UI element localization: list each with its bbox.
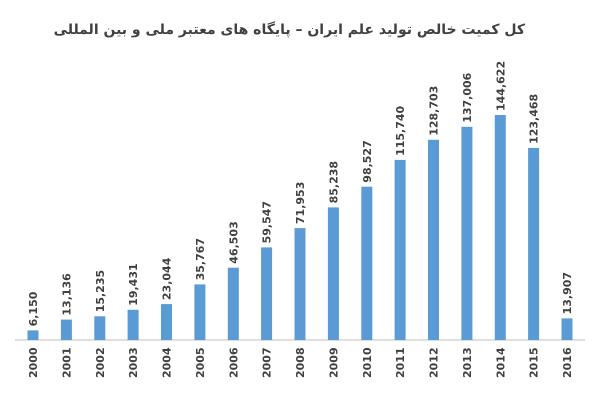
bar-2001 (60, 319, 72, 340)
bar-2014 (494, 115, 506, 340)
data-label-2001: 13,136 (60, 273, 73, 316)
bar-2009 (327, 207, 339, 340)
data-label-2004: 23,044 (161, 257, 174, 300)
x-tick-label-2011: 2011 (394, 347, 407, 378)
data-label-2006: 46,503 (227, 221, 240, 263)
bar-2004 (161, 304, 172, 340)
bar-2016 (561, 318, 573, 340)
bar-2005 (194, 284, 206, 340)
x-tick-label-2003: 2003 (127, 347, 140, 378)
bar-2013 (461, 126, 473, 340)
x-tick-label-2007: 2007 (261, 347, 274, 378)
bar-2008 (294, 228, 306, 340)
bar-2006 (227, 267, 239, 340)
chart-title: کل کمیت خالص تولید علم ایران – پایگاه ها… (53, 22, 525, 38)
bar-2000 (27, 330, 39, 340)
bar-2002 (94, 316, 106, 340)
data-label-2010: 98,527 (361, 140, 374, 182)
data-label-2012: 128,703 (428, 86, 441, 136)
bar-2007 (261, 247, 273, 340)
data-label-2015: 123,468 (528, 94, 541, 144)
data-label-2003: 19,431 (127, 263, 140, 305)
x-tick-label-2014: 2014 (494, 347, 507, 378)
data-label-2005: 35,767 (194, 238, 207, 280)
data-label-2007: 59,547 (261, 201, 274, 243)
x-tick-label-2001: 2001 (60, 347, 73, 378)
bar-2015 (528, 147, 540, 340)
x-tick-label-2000: 2000 (27, 347, 40, 378)
data-label-2014: 144,622 (494, 61, 507, 111)
data-label-2002: 15,235 (94, 270, 107, 312)
data-label-2009: 85,238 (327, 161, 340, 203)
bar-2003 (127, 309, 139, 340)
x-tick-label-2002: 2002 (94, 347, 107, 378)
bar-2012 (428, 139, 439, 340)
data-label-2016: 13,907 (561, 272, 574, 314)
data-label-2000: 6,150 (27, 291, 40, 326)
x-tick-label-2010: 2010 (361, 347, 374, 378)
x-tick-label-2006: 2006 (227, 347, 240, 378)
x-tick-label-2013: 2013 (461, 347, 474, 378)
x-tick-label-2004: 2004 (161, 347, 174, 378)
x-tick-label-2009: 2009 (327, 347, 340, 378)
x-tick-label-2016: 2016 (561, 347, 574, 378)
bar-2010 (361, 186, 373, 340)
x-tick-label-2012: 2012 (428, 347, 441, 378)
data-label-2008: 71,953 (294, 182, 307, 224)
x-tick-label-2015: 2015 (528, 347, 541, 378)
data-label-2011: 115,740 (394, 105, 407, 155)
x-tick-label-2005: 2005 (194, 347, 207, 378)
bar-2011 (394, 159, 406, 340)
data-label-2013: 137,006 (461, 72, 474, 122)
x-tick-label-2008: 2008 (294, 347, 307, 378)
